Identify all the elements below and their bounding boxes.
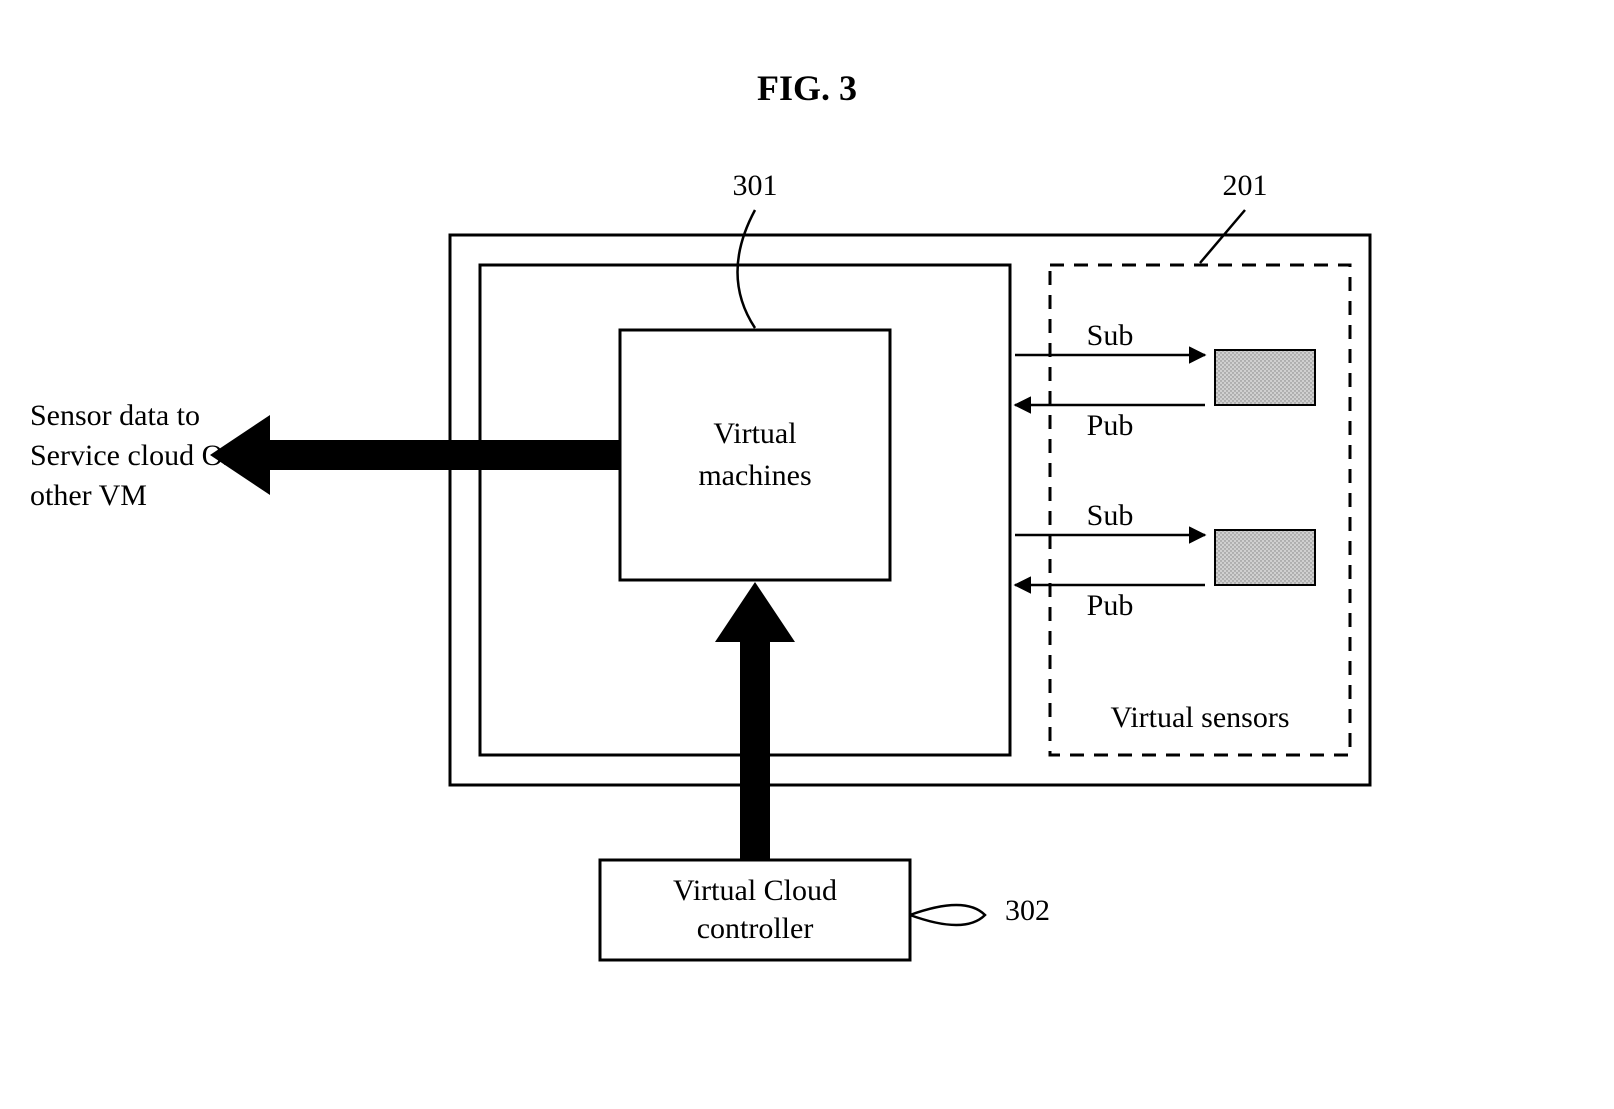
controller-label-1: Virtual Cloud [673, 874, 837, 907]
vm-box [620, 330, 890, 580]
leader-301 [738, 210, 756, 328]
pub-label-0: Pub [1087, 409, 1134, 442]
sub-label-1: Sub [1087, 499, 1134, 532]
vm-label-1: Virtual [713, 417, 796, 450]
big-arrow-left [210, 415, 620, 495]
sub-label-0: Sub [1087, 319, 1134, 352]
big-arrow-up [715, 582, 795, 860]
figure-title: FIG. 3 [757, 68, 857, 108]
left-arrow-label-3: other VM [30, 479, 147, 512]
vm-label-2: machines [698, 459, 811, 492]
leader-302 [910, 905, 985, 925]
ref-302: 302 [1005, 894, 1050, 927]
virtual-sensors-label: Virtual sensors [1110, 701, 1289, 734]
ref-301: 301 [733, 169, 778, 202]
sensor-block-1 [1215, 530, 1315, 585]
pub-label-1: Pub [1087, 589, 1134, 622]
left-arrow-label-2: Service cloud OR [30, 439, 243, 472]
left-arrow-label-1: Sensor data to [30, 399, 200, 432]
controller-label-2: controller [697, 912, 814, 945]
sensor-block-0 [1215, 350, 1315, 405]
ref-201: 201 [1223, 169, 1268, 202]
